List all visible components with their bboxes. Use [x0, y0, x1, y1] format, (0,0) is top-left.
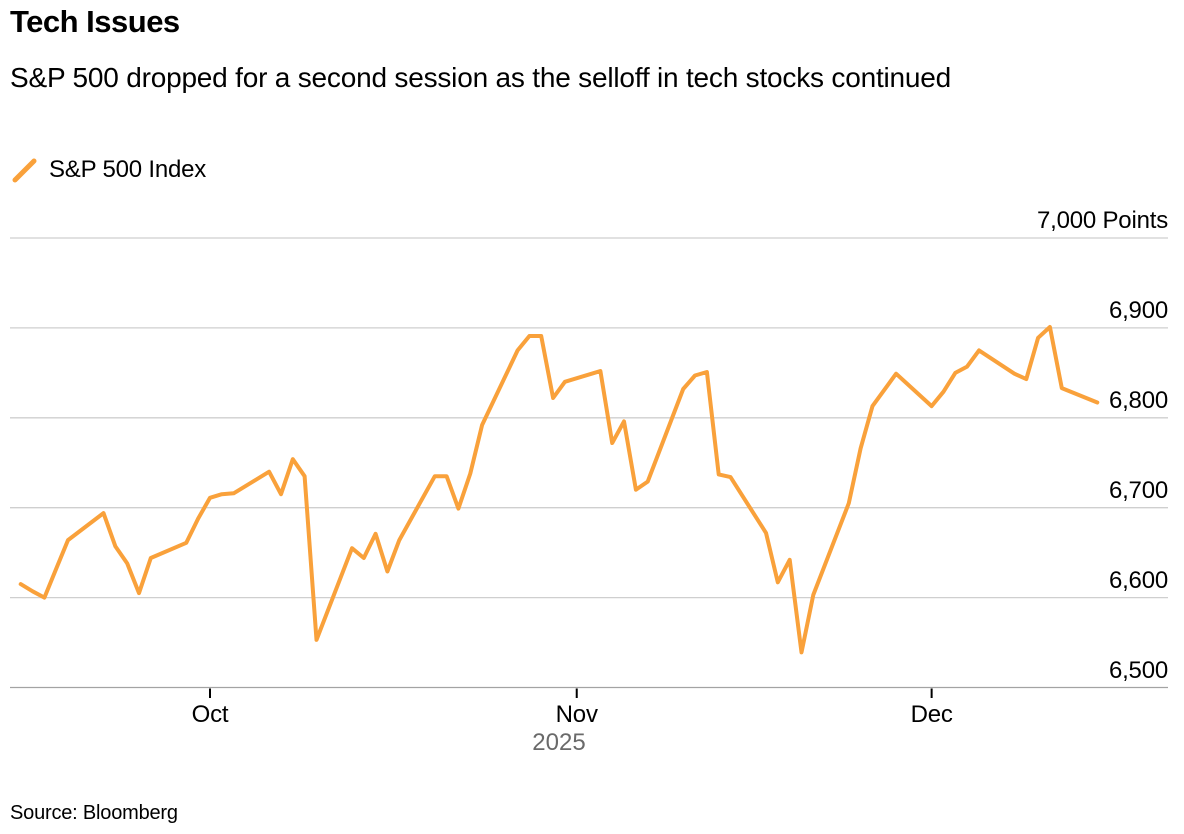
y-axis-label: 6,700	[1108, 476, 1168, 504]
y-axis-label: 7,000 Points	[1036, 207, 1168, 234]
legend-slash-icon	[12, 158, 37, 182]
x-axis-month-label: Oct	[191, 701, 229, 728]
x-axis-year-label: 2025	[532, 729, 586, 756]
y-axis-label: 6,800	[1108, 386, 1168, 414]
legend-series-label: S&P 500 Index	[49, 156, 207, 183]
x-axis-month-label: Dec	[910, 701, 953, 728]
y-axis-label: 6,500	[1108, 656, 1168, 684]
chart-subtitle: S&P 500 dropped for a second session as …	[10, 62, 952, 93]
chart-title: Tech Issues	[10, 4, 180, 39]
y-axis-label: 6,900	[1108, 296, 1168, 324]
source-note: Source: Bloomberg	[10, 802, 178, 824]
legend: S&P 500 Index	[12, 156, 206, 184]
y-axis-label: 6,600	[1108, 566, 1168, 594]
sp500-line-series	[18, 325, 1100, 655]
x-axis-month-label: Nov	[555, 701, 598, 728]
